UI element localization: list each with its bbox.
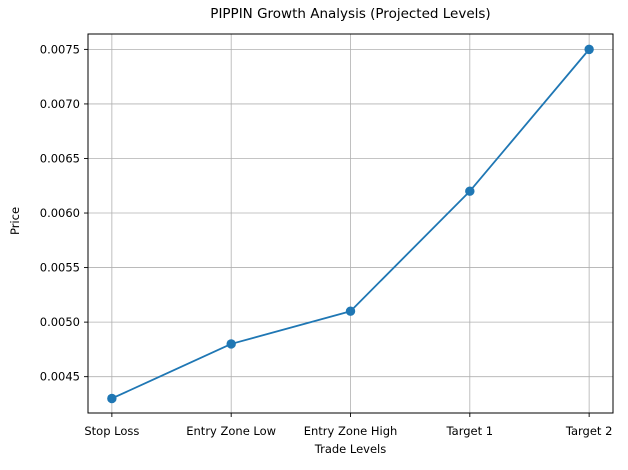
x-tick-label: Target 2 [565,424,613,438]
data-point [345,306,356,316]
y-tick-label: 0.0070 [40,97,80,111]
y-tick-label: 0.0060 [40,206,80,220]
y-tick-label: 0.0075 [40,42,80,56]
y-tick-label: 0.0050 [40,315,80,329]
y-axis-label: Price [8,206,22,236]
x-tick-label: Target 1 [446,424,494,438]
y-tick-label: 0.0065 [40,151,80,165]
data-point [584,44,594,55]
x-tick-label: Entry Zone Low [186,424,276,438]
x-tick-label: Entry Zone High [304,424,398,438]
data-point [465,186,475,196]
y-tick-label: 0.0055 [40,261,80,275]
x-axis-label: Trade Levels [314,442,387,456]
x-tick-label: Stop Loss [84,424,139,438]
data-point [107,393,117,404]
chart-title: PIPPIN Growth Analysis (Projected Levels… [210,6,491,22]
data-point [226,339,236,349]
y-tick-label: 0.0045 [40,370,80,384]
